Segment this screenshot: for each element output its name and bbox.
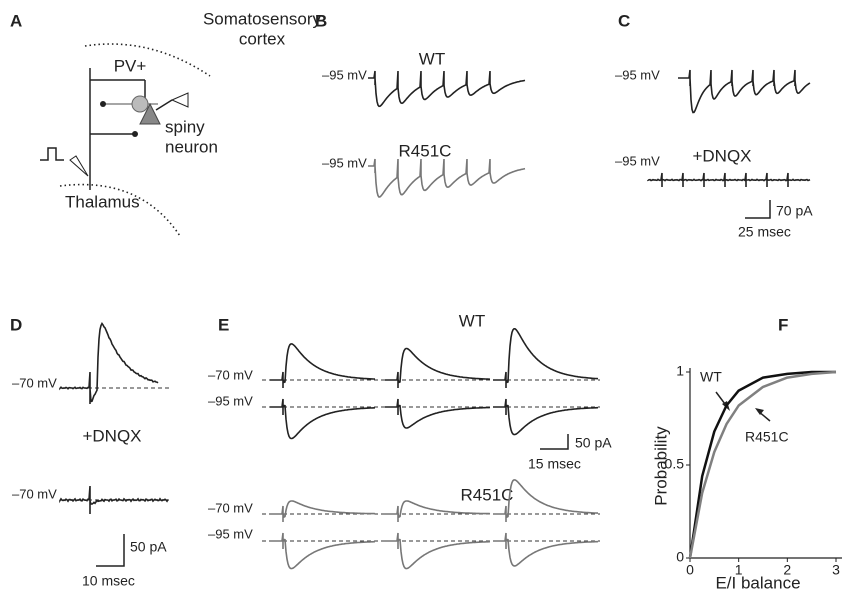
panel-label: D (10, 315, 22, 334)
region-label: Somatosensory (203, 9, 322, 28)
scale-label: 50 pA (575, 435, 612, 451)
cell-label: spiny (165, 117, 205, 136)
series-line (690, 372, 836, 558)
holding-label: –95 mV (208, 393, 253, 408)
panel-label: F (778, 315, 788, 334)
trace (60, 324, 158, 405)
panel-label: E (218, 315, 229, 334)
genotype-label: WT (419, 49, 445, 68)
series-label: WT (700, 369, 722, 385)
panel-label: A (10, 11, 22, 30)
scale-bar (96, 534, 124, 566)
y-tick-label: 0.5 (665, 456, 685, 472)
cell-label: PV+ (114, 56, 147, 75)
scale-label: 15 msec (528, 456, 581, 472)
cortex-boundary (85, 44, 210, 76)
series-line (690, 372, 836, 558)
holding-label: –95 mV (208, 526, 253, 541)
trace (270, 344, 375, 388)
scale-label: 10 msec (82, 573, 135, 589)
genotype-label: R451C (399, 141, 452, 160)
panel-label: B (315, 11, 327, 30)
scale-bar (745, 200, 770, 218)
trace (648, 173, 810, 187)
cell-label: neuron (165, 137, 218, 156)
scale-label: 25 msec (738, 224, 791, 240)
trace (270, 399, 375, 439)
genotype-label: WT (459, 311, 485, 330)
holding-label: –95 mV (615, 67, 660, 82)
trace (493, 399, 598, 435)
holding-label: –70 mV (12, 375, 57, 390)
trace (385, 349, 490, 389)
holding-label: –70 mV (208, 500, 253, 515)
trace (493, 329, 598, 388)
figure: A Somatosensory cortex PV+ spiny neuron … (0, 0, 842, 592)
trace (270, 501, 375, 522)
holding-label: –70 mV (208, 367, 253, 382)
annotation-arrows (716, 392, 770, 421)
y-tick-label: 0 (676, 549, 684, 565)
holding-label: –95 mV (322, 67, 367, 82)
genotype-label: R451C (461, 485, 514, 504)
holding-label: –95 mV (322, 155, 367, 170)
panel-label: C (618, 11, 630, 30)
y-tick-label: 1 (676, 363, 684, 379)
trace (60, 486, 168, 514)
scale-bar (540, 434, 568, 449)
trace (368, 159, 525, 197)
trace (493, 533, 598, 566)
x-tick-label: 1 (735, 562, 743, 578)
treatment-label: +DNQX (82, 426, 141, 445)
holding-label: –70 mV (12, 486, 57, 501)
trace (385, 399, 490, 428)
trace (270, 533, 375, 569)
scale-label: 50 pA (130, 539, 167, 555)
holding-label: –95 mV (615, 153, 660, 168)
x-tick-label: 2 (783, 562, 791, 578)
trace (678, 70, 810, 113)
x-tick-label: 0 (686, 562, 694, 578)
region-label: Thalamus (65, 192, 140, 211)
x-tick-label: 3 (832, 562, 840, 578)
region-label: cortex (239, 29, 286, 48)
treatment-label: +DNQX (692, 146, 751, 165)
scale-label: 70 pA (776, 203, 813, 219)
trace (385, 533, 490, 569)
series-label: R451C (745, 429, 789, 445)
trace (368, 71, 525, 106)
